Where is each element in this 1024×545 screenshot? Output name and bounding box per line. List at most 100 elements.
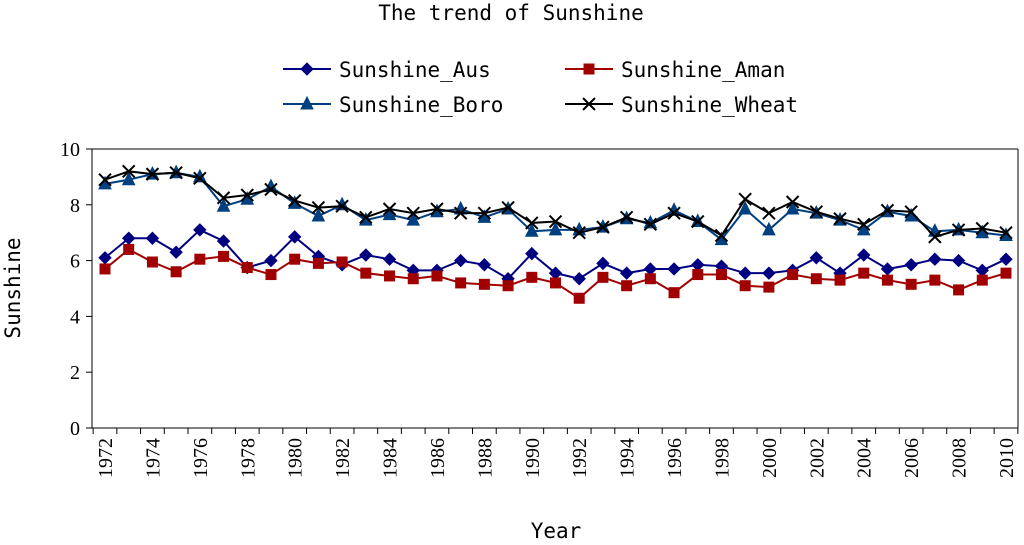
data-point [384,270,396,282]
data-point [169,245,183,259]
data-point [597,271,609,283]
x-tick-label: 1972 [95,438,117,478]
x-tick-label: 1974 [142,438,164,478]
data-point [596,256,610,271]
data-point [382,252,397,266]
data-point [193,171,207,186]
y-tick-label: 10 [60,139,80,161]
data-point [785,200,800,215]
data-point [858,267,870,279]
y-axis-ticks: 0 2 4 6 8 10 [60,139,92,440]
data-point [621,280,633,292]
legend-label: Sunshine_Aman [621,58,785,82]
legend-marker [583,63,595,75]
y-axis-label: Sunshine [1,237,25,338]
data-point [691,258,705,272]
data-point [762,206,776,220]
data-point [809,251,824,265]
data-point [216,198,231,212]
data-point [170,266,182,278]
data-point [146,256,158,268]
x-tick-label: 1984 [380,438,402,478]
x-tick-label: 1986 [427,438,449,478]
data-point [145,167,160,181]
data-point [123,243,135,255]
data-point [122,164,136,179]
data-point [453,253,468,268]
data-point [194,253,206,265]
data-point [834,274,846,286]
data-point [667,206,681,220]
data-point [431,270,443,282]
data-point [335,199,349,213]
y-tick-label: 2 [70,362,80,384]
x-tick-label: 1992 [569,438,591,478]
x-tick-label: 1982 [332,438,354,478]
data-point [241,262,253,274]
data-point [312,257,324,269]
data-point [975,263,989,278]
data-point [833,212,847,226]
legend-marker [582,97,596,111]
data-point [999,252,1013,266]
data-point [218,250,230,262]
legend-marker [300,62,314,76]
data-point [477,206,492,220]
data-point [857,248,871,262]
data-point [953,284,965,296]
series-layer [98,164,1013,304]
data-point [999,225,1013,240]
data-point [739,280,751,292]
data-point [904,258,918,272]
data-point [763,281,775,293]
x-axis-ticks: 1972 1974 1976 1978 1980 1982 1984 1986 1988 1990… [92,428,1019,478]
data-point [145,231,160,245]
data-point [240,188,254,202]
data-point [572,272,586,286]
data-point [502,280,514,292]
data-point [478,278,490,290]
data-point [785,195,800,209]
data-point [382,202,397,216]
data-point [477,258,492,272]
y-tick-label: 0 [70,418,80,440]
data-point [406,206,420,220]
data-point [643,262,658,276]
data-point [857,217,871,232]
data-point [738,200,752,215]
data-point [525,216,539,230]
data-point [407,273,419,285]
data-point [975,221,989,236]
y-tick-label: 8 [70,195,80,217]
x-tick-label: 1994 [617,438,639,478]
data-point [810,273,822,285]
x-tick-label: 2008 [949,438,971,478]
data-point [928,230,942,244]
data-point [738,192,752,206]
data-point [619,266,634,280]
data-point [121,171,136,186]
data-point [287,230,302,244]
x-tick-label: 2000 [759,438,781,478]
data-point [880,262,895,276]
data-point [360,267,372,279]
data-point [311,207,326,222]
x-tick-label: 2004 [854,438,876,478]
data-point [976,274,988,286]
x-tick-label: 1988 [474,438,496,478]
data-point [1000,267,1012,279]
data-point [880,203,895,218]
x-axis-label: Year [531,519,582,543]
data-point [596,220,610,234]
x-tick-label: 1990 [522,438,544,478]
data-point [738,266,752,280]
data-point [264,182,278,197]
data-point [904,205,918,219]
data-point [951,223,966,237]
data-point [455,277,467,289]
data-point [619,210,634,225]
x-tick-label: 1980 [285,438,307,478]
data-point [762,221,776,236]
data-point [951,253,966,268]
